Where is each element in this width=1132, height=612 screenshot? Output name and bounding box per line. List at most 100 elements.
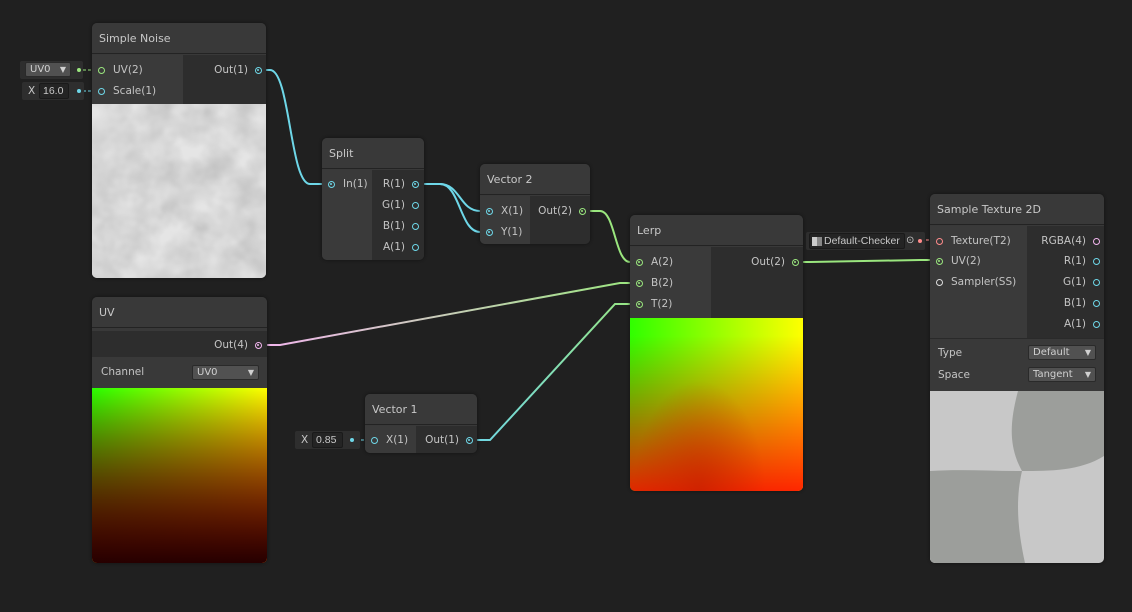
port-y[interactable]: Y(1) [486,225,522,239]
port-label: Out(2) [751,256,785,268]
channel-dropdown[interactable]: UV0 ▼ [192,365,259,380]
simple-noise-node[interactable]: Simple Noise UV(2) Scale(1) Out(1) [92,23,266,278]
port-a[interactable]: A(2) [636,255,673,269]
node-title: Vector 2 [480,164,590,195]
port-out[interactable]: Out(2) [751,255,799,269]
port-uv[interactable]: UV(2) [98,63,143,77]
port-out[interactable]: Out(1) [214,63,262,77]
port-label: In(1) [343,178,368,190]
texture-object-field[interactable]: Default-Checker [809,233,905,249]
port-x[interactable]: X(1) [371,433,408,447]
port-scale[interactable]: Scale(1) [98,84,156,98]
wire-uv-lerp-b [261,282,638,346]
channel-label: Channel [101,366,145,378]
port-sampler[interactable]: Sampler(SS) [936,275,1016,289]
port-dot [918,239,922,243]
space-dropdown[interactable]: Tangent ▼ [1028,367,1096,382]
scale-inline-field: X 16.0 [22,82,84,100]
port-label: Scale(1) [113,85,157,97]
type-dropdown[interactable]: Default ▼ [1028,345,1096,360]
uv-preview [92,388,267,563]
port-label: Y(1) [501,226,523,238]
output-ports: Out(2) [711,247,803,318]
port-a[interactable]: A(1) [383,240,419,254]
port-dot [77,89,81,93]
chevron-down-icon: ▼ [1084,370,1091,379]
port-dot [77,68,81,72]
wire-split-y [417,183,488,233]
port-label: B(2) [651,277,674,289]
wire-split-x [417,183,488,212]
port-label: Out(4) [214,339,248,351]
port-in[interactable]: In(1) [328,177,368,191]
node-title: Simple Noise [92,23,266,54]
lerp-node[interactable]: Lerp A(2) B(2) T(2) Out(2) [630,215,803,491]
port-b[interactable]: B(2) [636,276,673,290]
vector1-node[interactable]: Vector 1 X(1) Out(1) [365,394,477,453]
port-label: X(1) [501,205,524,217]
uv-node[interactable]: UV Out(4) Channel UV0 ▼ [92,297,267,563]
output-ports: R(1) G(1) B(1) A(1) [372,170,424,260]
noise-preview [92,104,266,278]
wire-vec1-lerp-t [471,303,638,441]
port-r[interactable]: R(1) [383,177,419,191]
port-rgba[interactable]: RGBA(4) [1041,234,1100,248]
port-a[interactable]: A(1) [1064,317,1100,331]
wire-lerp-sample [797,259,938,263]
output-ports: Out(2) [530,196,590,244]
port-label: Out(1) [425,434,459,446]
lerp-preview [630,318,803,491]
sample-texture-2d-node[interactable]: Sample Texture 2D Texture(T2) UV(2) Samp… [930,194,1104,563]
port-label: A(1) [1063,318,1086,330]
port-out[interactable]: Out(1) [425,433,473,447]
channel-value: UV0 [197,367,218,378]
vector2-node[interactable]: Vector 2 X(1) Y(1) Out(2) [480,164,590,244]
output-ports: RGBA(4) R(1) G(1) B(1) A(1) [1027,226,1104,338]
chevron-down-icon: ▼ [1084,348,1091,357]
port-label: B(1) [1063,297,1086,309]
port-r[interactable]: R(1) [1064,254,1100,268]
port-uv[interactable]: UV(2) [936,254,981,268]
port-label: R(1) [382,178,405,190]
input-ports: X(1) [365,426,416,453]
port-out[interactable]: Out(2) [538,204,586,218]
node-title: Lerp [630,215,803,246]
port-b[interactable]: B(1) [1064,296,1100,310]
port-label: G(1) [381,199,405,211]
wire-vec2-lerp-a [584,210,638,263]
x-value-input[interactable]: 0.85 [312,432,343,448]
port-label: G(1) [1062,276,1086,288]
output-ports: Out(1) [183,55,266,104]
space-value: Tangent [1033,369,1073,380]
input-ports: Texture(T2) UV(2) Sampler(SS) [930,226,1027,338]
port-label: B(1) [382,220,405,232]
object-picker-icon[interactable]: ⊙ [906,235,915,246]
port-label: X(1) [386,434,409,446]
port-label: R(1) [1063,255,1086,267]
type-label: Type [938,347,963,359]
port-x[interactable]: X(1) [486,204,523,218]
port-g[interactable]: G(1) [1063,275,1100,289]
uv-channel-dropdown[interactable]: UV0 ▼ [25,62,71,77]
output-ports: Out(4) [92,331,267,357]
node-title: Split [322,138,424,169]
split-node[interactable]: Split In(1) R(1) G(1) B(1) A(1) [322,138,424,260]
port-texture[interactable]: Texture(T2) [936,234,1011,248]
port-b[interactable]: B(1) [383,219,419,233]
wire-noise-split [260,69,330,185]
port-dot [350,438,354,442]
port-g[interactable]: G(1) [382,198,419,212]
input-ports: UV(2) Scale(1) [92,55,183,104]
channel-row: Channel UV0 ▼ [92,358,267,388]
input-ports: X(1) Y(1) [480,196,530,244]
chevron-down-icon: ▼ [59,65,66,74]
uv-inline-field: UV0 ▼ [20,61,83,79]
texture-name: Default-Checker [824,235,900,247]
input-ports: In(1) [322,170,372,260]
port-label: A(2) [651,256,674,268]
port-out[interactable]: Out(4) [214,338,262,352]
port-t[interactable]: T(2) [636,297,672,311]
x-label: X [301,434,309,446]
scale-input[interactable]: 16.0 [39,83,69,99]
